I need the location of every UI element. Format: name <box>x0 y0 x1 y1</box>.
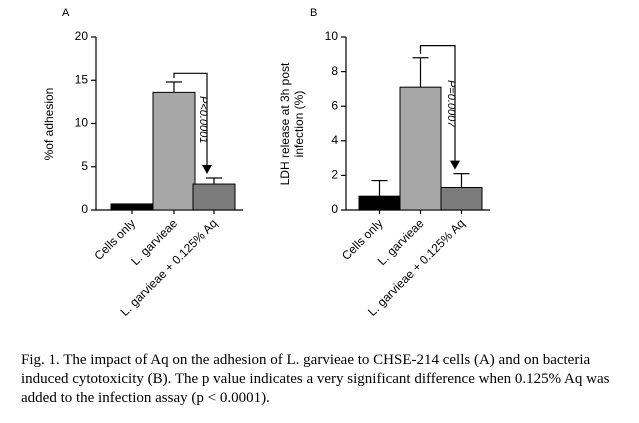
significance-bracket <box>419 45 456 162</box>
bar-1 <box>358 195 401 211</box>
y-tick-label: 15 <box>75 72 89 86</box>
bar-3 <box>192 183 236 211</box>
bar-2 <box>399 86 442 211</box>
p-value-annotation: P<0.0001 <box>197 96 209 143</box>
y-tick-label: 10 <box>75 116 89 130</box>
y-tick-label: 0 <box>81 202 88 216</box>
significance-arrowhead <box>202 164 212 174</box>
p-value-annotation: P=0.0007 <box>445 80 457 128</box>
y-tick-label: 20 <box>75 29 89 43</box>
panel-label: A <box>62 7 70 19</box>
y-tick-label: 8 <box>331 64 338 78</box>
y-tick-label: 4 <box>331 133 338 147</box>
y-axis-title-line: infection (%) <box>292 91 306 158</box>
y-axis-title: LDH release at 3h postinfection (%) <box>278 62 306 185</box>
panel-b-ldh-chart: B 0 2 4 6 8 10 LDH release at 3h postinfection … <box>278 7 490 319</box>
y-tick-label: 6 <box>331 98 338 112</box>
bar-1 <box>110 203 154 211</box>
significance-bracket <box>173 72 208 166</box>
y-axis-title-line: LDH release at 3h post <box>278 62 292 185</box>
bar-2 <box>152 91 196 211</box>
y-tick-label: 0 <box>331 202 338 216</box>
panel-label: B <box>310 7 317 19</box>
y-tick-label: 2 <box>331 168 338 182</box>
significance-arrowhead <box>450 160 460 170</box>
bar-3 <box>440 187 483 211</box>
figure-caption: Fig. 1. The impact of Aq on the adhesion… <box>21 352 610 406</box>
y-axis-title: %of adhesion <box>42 88 56 161</box>
y-tick-label: 10 <box>325 29 339 43</box>
y-tick-label: 5 <box>81 159 88 173</box>
